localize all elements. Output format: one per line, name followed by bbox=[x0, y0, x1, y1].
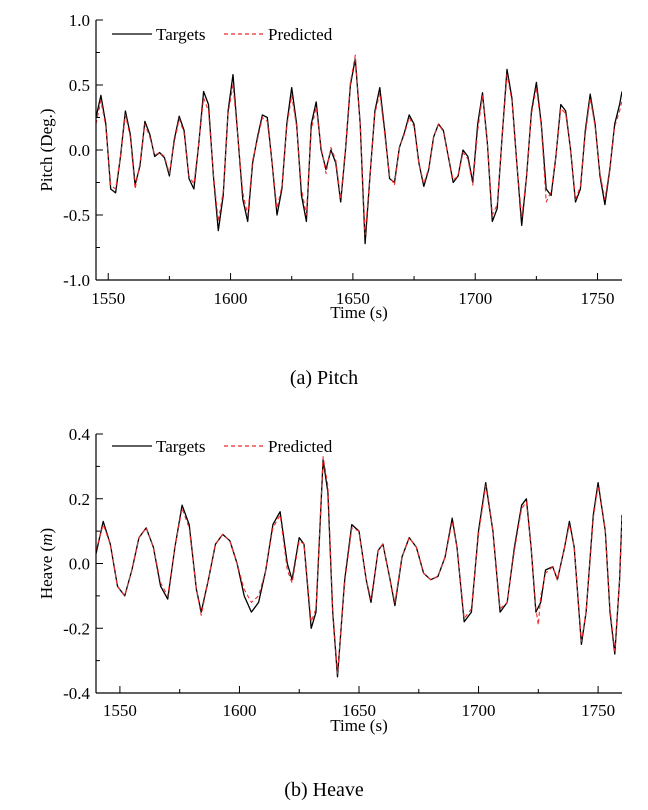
series-line-predicted bbox=[96, 54, 622, 236]
series-line-predicted bbox=[96, 456, 622, 675]
y-tick-label: 0.2 bbox=[69, 490, 90, 509]
y-tick-label: -0.2 bbox=[63, 619, 90, 638]
legend-label-predicted: Predicted bbox=[268, 25, 333, 44]
pitch-chart: 1550 1600 1650 1700 1750 -1.0 -0.5 0.0 0.5 1.0 Tim… bbox=[37, 11, 622, 389]
legend-label-targets: Targets bbox=[156, 25, 205, 44]
plot-area bbox=[96, 456, 622, 678]
x-tick-label: 1550 bbox=[103, 701, 137, 720]
heave-chart: 1550 1600 1650 1700 1750 -0.4 -0.2 0.0 0.2 0.4 Tim… bbox=[37, 425, 622, 801]
series-line-targets bbox=[96, 459, 622, 678]
x-tick-label: 1750 bbox=[581, 289, 615, 308]
x-tick-label: 1750 bbox=[581, 701, 615, 720]
legend-label-predicted: Predicted bbox=[268, 437, 333, 456]
y-tick-label: 1.0 bbox=[69, 11, 90, 30]
y-tick-label: 0.4 bbox=[69, 425, 91, 444]
legend: Targets Predicted bbox=[112, 25, 333, 44]
x-axis-label: Time (s) bbox=[330, 303, 387, 322]
y-tick-label: -0.4 bbox=[63, 684, 90, 703]
y-tick-label: -0.5 bbox=[63, 206, 90, 225]
y-tick-label: 0.0 bbox=[69, 555, 90, 574]
x-tick-label: 1600 bbox=[214, 289, 248, 308]
legend: Targets Predicted bbox=[112, 437, 333, 456]
x-tick-label: 1550 bbox=[91, 289, 125, 308]
x-tick-label: 1650 bbox=[342, 701, 376, 720]
y-tick-label: 0.0 bbox=[69, 141, 90, 160]
legend-label-targets: Targets bbox=[156, 437, 205, 456]
y-axis-label: Pitch (Deg.) bbox=[37, 108, 56, 191]
x-axis-label: Time (s) bbox=[330, 716, 387, 735]
plot-area bbox=[96, 54, 622, 245]
x-tick-label: 1700 bbox=[462, 701, 496, 720]
series-line-targets bbox=[96, 58, 622, 245]
y-tick-label: -1.0 bbox=[63, 271, 90, 290]
y-tick-label: 0.5 bbox=[69, 76, 90, 95]
x-tick-label: 1650 bbox=[336, 289, 370, 308]
y-axis-label: Heave (m) bbox=[37, 528, 56, 599]
panel-caption: (b) Heave bbox=[284, 779, 364, 801]
x-tick-label: 1600 bbox=[222, 701, 256, 720]
panel-caption: (a) Pitch bbox=[290, 367, 358, 389]
x-tick-label: 1700 bbox=[458, 289, 492, 308]
